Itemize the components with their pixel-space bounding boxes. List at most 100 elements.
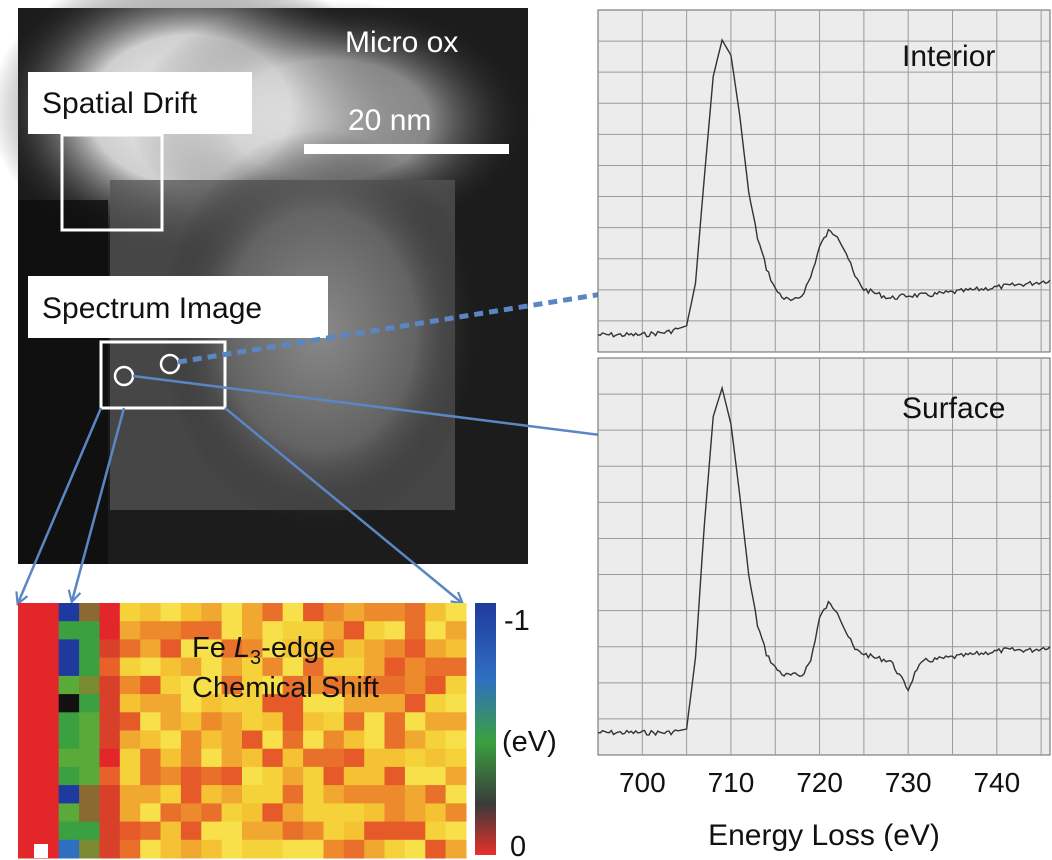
heatmap-cell: [262, 694, 284, 713]
heatmap-cell: [282, 839, 304, 859]
heatmap-cell: [58, 839, 80, 859]
heatmap-cell: [38, 748, 60, 768]
heatmap-cell: [445, 748, 467, 768]
spatial-drift-box: [60, 133, 164, 232]
heatmap-cell: [343, 712, 365, 731]
heatmap-cell: [140, 621, 162, 640]
heatmap-cell: [180, 730, 202, 750]
heatmap-cell: [282, 675, 304, 695]
heatmap-cell: [343, 803, 365, 823]
heatmap-cell: [303, 712, 324, 731]
spectrum-image-label-box: [28, 276, 328, 338]
heatmap-cell: [425, 712, 447, 731]
heatmap-cell: [140, 748, 162, 768]
heatmap-cell: [180, 748, 202, 768]
heatmap-cell: [242, 712, 263, 731]
heatmap-cell: [303, 603, 324, 622]
heatmap-cell: [242, 785, 263, 804]
heatmap-cell: [160, 639, 182, 659]
heatmap-cell: [79, 675, 100, 695]
heatmap-title-line2: Chemical Shift: [192, 672, 379, 704]
heatmap-cell: [384, 785, 406, 804]
spectrum-image-label: Spectrum Image: [42, 292, 262, 325]
map-left-arrow: [18, 407, 103, 603]
heatmap-cell: [323, 839, 345, 859]
heatmap-cell: [58, 785, 80, 804]
heatmap-cell: [323, 639, 345, 659]
heatmap-cell: [119, 839, 141, 859]
heatmap-cell: [384, 712, 406, 731]
heatmap-cell: [425, 748, 447, 768]
heatmap-cell: [221, 694, 243, 713]
heatmap-cell: [180, 821, 202, 841]
x-tick-label: 700: [619, 767, 666, 798]
heatmap-cell: [119, 603, 141, 622]
heatmap-cell: [180, 785, 202, 804]
heatmap-cell: [180, 712, 202, 731]
heatmap-cell: [282, 785, 304, 804]
heatmap-cell: [221, 639, 243, 659]
heatmap-cell: [38, 712, 60, 731]
map-line-arrow: [72, 407, 126, 601]
heatmap-cell: [140, 766, 162, 786]
x-tick-label: 720: [796, 767, 843, 798]
heatmap-cell: [201, 621, 223, 640]
heatmap-cell: [38, 766, 60, 786]
heatmap-cell: [445, 657, 467, 677]
heatmap-cell: [323, 603, 345, 622]
heatmap-cell: [58, 766, 80, 786]
heatmap-cell: [18, 766, 39, 786]
heatmap-cell: [282, 730, 304, 750]
heatmap-cell: [201, 748, 223, 768]
x-tick-label: 710: [708, 767, 755, 798]
heatmap-cell: [160, 621, 182, 640]
heatmap-cell: [323, 803, 345, 823]
heatmap-cell: [404, 657, 426, 677]
heatmap-cell: [384, 657, 406, 677]
heatmap-cell: [384, 730, 406, 750]
heatmap-cell: [262, 839, 284, 859]
surface-grid: [598, 358, 1050, 755]
heatmap-cell: [140, 712, 162, 731]
heatmap-cell: [201, 694, 223, 713]
heatmap-cell: [343, 603, 365, 622]
spatial-drift-label-box: [28, 72, 252, 134]
heatmap-cell: [343, 766, 365, 786]
heatmap-cell: [99, 785, 121, 804]
heatmap-cell: [18, 730, 39, 750]
micrograph-title: Micro ox: [345, 26, 458, 59]
heatmap-cell: [201, 766, 223, 786]
colorbar-bottom-label: 0: [510, 831, 526, 860]
heatmap-cell: [384, 675, 406, 695]
heatmap-cell: [323, 730, 345, 750]
heatmap-cell: [343, 639, 365, 659]
heatmap-cell: [343, 675, 365, 695]
heatmap-cell: [201, 839, 223, 859]
heatmap-cell: [242, 621, 263, 640]
heatmap-cell: [303, 748, 324, 768]
heatmap-cell: [323, 621, 345, 640]
heatmap-cell: [38, 694, 60, 713]
heatmap-cell: [425, 803, 447, 823]
heatmap-cell: [18, 803, 39, 823]
heatmap-cell: [221, 839, 243, 859]
heatmap-cell: [180, 639, 202, 659]
heatmap-cell: [201, 785, 223, 804]
connector-arrows: [18, 288, 640, 603]
heatmap-cell: [99, 603, 121, 622]
heatmap-cell: [425, 694, 447, 713]
heatmap-cell: [262, 621, 284, 640]
heatmap-cell: [119, 748, 141, 768]
heatmap-cell: [221, 675, 243, 695]
heatmap-cell: [242, 675, 263, 695]
heatmap-cell: [364, 839, 386, 859]
heatmap-cell: [99, 730, 121, 750]
heatmap-cell: [140, 730, 162, 750]
heatmap-cell: [364, 821, 386, 841]
heatmap-cell: [79, 712, 100, 731]
heatmap-cell: [445, 621, 467, 640]
heatmap-cell: [282, 621, 304, 640]
heatmap-cell: [99, 639, 121, 659]
heatmap-cell: [282, 821, 304, 841]
